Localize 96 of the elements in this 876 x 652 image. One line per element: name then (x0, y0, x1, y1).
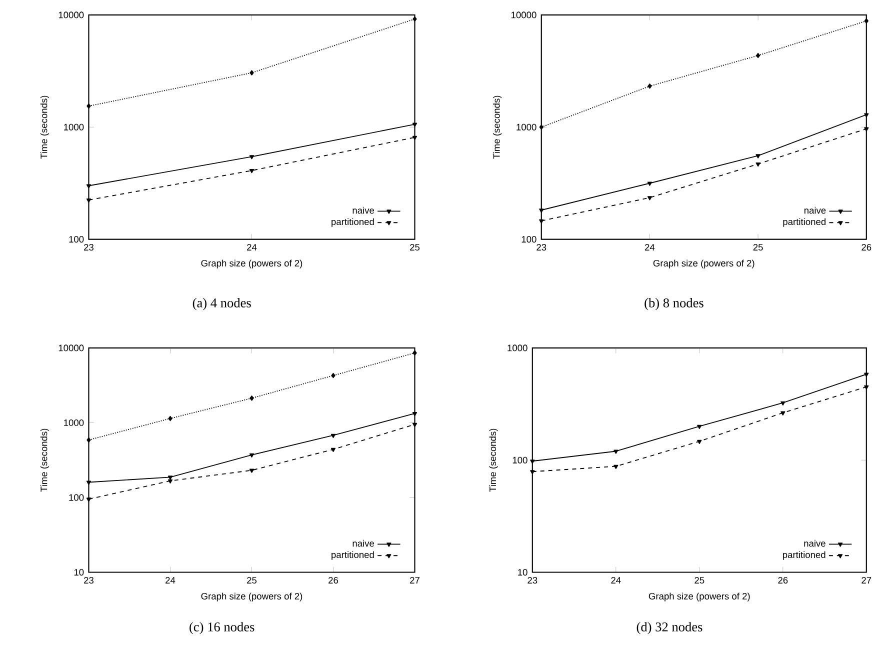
point (86, 184, 92, 188)
y-tick-label: 10 (74, 568, 84, 576)
point (614, 450, 618, 454)
point (86, 480, 92, 485)
point (249, 468, 254, 473)
point (780, 401, 786, 406)
y-tick-label: 10 (518, 568, 528, 576)
point (539, 219, 544, 224)
point (86, 437, 91, 443)
point (412, 136, 418, 140)
x-axis-title: Graph size (powers of 2) (653, 260, 754, 268)
x-tick-label: 24 (611, 576, 621, 584)
point (249, 453, 254, 458)
point (756, 52, 760, 58)
point (539, 208, 544, 213)
x-tick-label: 25 (247, 576, 257, 584)
legend-label: naive (804, 206, 826, 214)
y-tick-label: 100 (69, 236, 84, 243)
legend-label: naive (352, 540, 374, 547)
point (330, 434, 336, 438)
point (250, 70, 254, 76)
text: (a) 4 nodes (192, 298, 251, 310)
text: (d) 32 nodes (636, 622, 702, 634)
y-tick-label: 10000 (58, 12, 84, 18)
x-tick-label: 26 (328, 576, 338, 584)
y-tick-label: 10000 (58, 344, 84, 352)
x-tick-label: 24 (247, 244, 257, 250)
y-tick-label: 1000 (508, 344, 528, 352)
point (864, 127, 869, 132)
legend-label: partitioned (782, 551, 826, 560)
x-tick-label: 23 (84, 576, 94, 584)
point (168, 479, 173, 484)
point (412, 16, 417, 22)
point (864, 113, 869, 118)
y-tick-label: 100 (69, 494, 84, 501)
legend-label: naive (352, 206, 374, 214)
point (864, 18, 868, 24)
point (250, 396, 254, 401)
point (412, 350, 417, 356)
point (780, 411, 786, 416)
x-axis-title: Graph size (powers of 2) (201, 592, 302, 602)
point (86, 498, 92, 502)
point (539, 124, 544, 130)
point (648, 84, 652, 89)
x-axis-title: Graph size (powers of 2) (648, 592, 750, 602)
point (697, 440, 702, 444)
text: (b) 8 nodes (644, 298, 704, 310)
point (168, 416, 172, 422)
x-tick-label: 25 (753, 244, 763, 251)
legend-label: partitioned (783, 218, 826, 227)
y-tick-label: 1000 (64, 419, 84, 426)
text: (c) 16 nodes (190, 622, 254, 634)
point (249, 169, 254, 174)
y-axis-title: Time (seconds) (489, 428, 498, 492)
point (647, 182, 652, 186)
y-tick-label: 1000 (516, 124, 536, 130)
legend-label: partitioned (332, 551, 374, 560)
legend-label: naive (804, 540, 826, 547)
point (168, 476, 173, 480)
point (86, 198, 92, 203)
legend-label: partitioned (332, 218, 374, 227)
point (864, 372, 869, 377)
x-tick-label: 23 (536, 244, 546, 251)
point (330, 448, 336, 452)
x-tick-label: 23 (84, 244, 94, 251)
point (412, 412, 418, 416)
point (756, 154, 760, 158)
x-tick-label: 26 (778, 576, 788, 584)
x-tick-label: 27 (862, 576, 872, 584)
point (86, 103, 91, 109)
x-tick-label: 24 (645, 244, 655, 250)
point (697, 424, 702, 429)
y-tick-label: 100 (512, 456, 528, 464)
x-tick-label: 24 (166, 576, 176, 584)
point (756, 162, 760, 167)
point (331, 372, 336, 378)
point (614, 464, 618, 469)
y-axis-title: Time (seconds) (493, 96, 502, 159)
x-tick-label: 27 (410, 576, 420, 584)
point (249, 155, 254, 160)
y-axis-title: Time (seconds) (40, 428, 50, 492)
point (647, 196, 652, 200)
x-tick-label: 25 (694, 576, 704, 584)
x-tick-label: 23 (528, 576, 538, 584)
y-tick-label: 100 (522, 236, 536, 243)
point (412, 422, 418, 427)
x-axis-title: Graph size (powers of 2) (201, 260, 302, 268)
x-tick-label: 25 (410, 244, 420, 251)
y-axis-title: Time (seconds) (40, 96, 50, 159)
point (412, 122, 418, 127)
y-tick-label: 10000 (512, 12, 536, 18)
point (864, 385, 869, 390)
point (530, 460, 535, 464)
point (530, 470, 535, 474)
y-tick-label: 1000 (64, 124, 84, 130)
x-tick-label: 26 (862, 244, 872, 251)
